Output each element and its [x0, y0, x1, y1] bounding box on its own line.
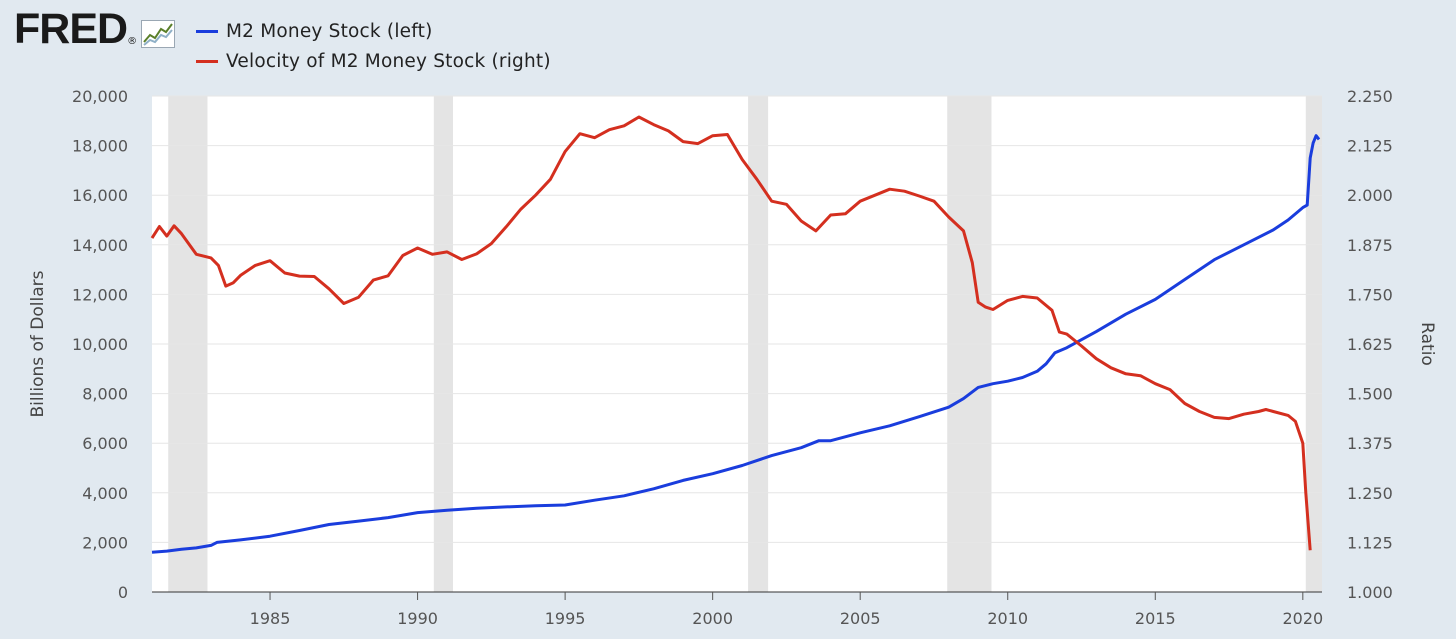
series-line-m2[interactable]	[151, 134, 1321, 554]
left-y-tick-label-1: 2,000	[82, 533, 128, 552]
left-y-axis: 0 2,000 4,000 6,000 8,000 10,000 12,000 14,000 1…	[72, 87, 128, 602]
legend-label-velocity: Velocity of M2 Money Stock (right)	[226, 50, 551, 72]
left-y-tick-label-2: 4,000	[82, 484, 128, 503]
right-y-axis: 1.000 1.125 1.250 1.375 1.500 1.625 1.750 1.875…	[1347, 87, 1393, 602]
left-y-tick-label-3: 6,000	[82, 434, 128, 453]
legend-item-m2[interactable]: M2 Money Stock (left)	[196, 16, 551, 46]
x-tick-label-3: 2000	[692, 609, 733, 628]
fred-logo-registered-mark: ®	[127, 36, 138, 47]
left-y-tick-label-6: 12,000	[72, 285, 128, 304]
x-axis: 1985 1990 1995 2000 2005 2010 2015 2020	[250, 592, 1323, 628]
left-y-tick-label-5: 10,000	[72, 335, 128, 354]
legend-swatch-velocity	[196, 59, 218, 63]
chart-trend-icon	[141, 20, 176, 48]
left-y-tick-label-7: 14,000	[72, 236, 128, 255]
series-line-velocity[interactable]	[150, 115, 1312, 551]
right-y-tick-label-3: 1.375	[1347, 434, 1393, 453]
legend-swatch-m2	[196, 29, 218, 33]
right-y-tick-label-8: 2.000	[1347, 186, 1393, 205]
right-axis-title: Ratio	[1417, 322, 1437, 366]
left-y-tick-label-8: 16,000	[72, 186, 128, 205]
x-tick-label-4: 2005	[840, 609, 881, 628]
left-y-tick-label-0: 0	[118, 583, 128, 602]
left-axis-title: Billions of Dollars	[28, 270, 48, 417]
legend-item-velocity[interactable]: Velocity of M2 Money Stock (right)	[196, 46, 551, 76]
left-y-tick-label-9: 18,000	[72, 137, 128, 156]
right-y-tick-label-7: 1.875	[1347, 236, 1393, 255]
left-y-tick-label-4: 8,000	[82, 385, 128, 404]
x-tick-label-7: 2020	[1282, 609, 1323, 628]
right-y-tick-label-4: 1.500	[1347, 385, 1393, 404]
right-y-tick-label-6: 1.750	[1347, 285, 1393, 304]
x-tick-label-6: 2015	[1135, 609, 1176, 628]
right-y-tick-label-2: 1.250	[1347, 484, 1393, 503]
right-y-tick-label-10: 2.250	[1347, 87, 1393, 106]
gridlines	[152, 95, 1322, 593]
fred-logo-text: FRED	[14, 5, 128, 53]
x-tick-label-1: 1990	[397, 609, 438, 628]
right-y-tick-label-5: 1.625	[1347, 335, 1393, 354]
x-tick-label-2: 1995	[545, 609, 586, 628]
x-tick-label-5: 2010	[987, 609, 1028, 628]
right-y-tick-label-0: 1.000	[1347, 583, 1393, 602]
right-y-tick-label-9: 2.125	[1347, 137, 1393, 156]
fred-logo[interactable]: FRED ®	[14, 5, 176, 53]
left-y-tick-label-10: 20,000	[72, 87, 128, 106]
series-layer	[150, 115, 1321, 554]
chart-legend: M2 Money Stock (left) Velocity of M2 Mon…	[196, 16, 551, 76]
x-tick-label-0: 1985	[250, 609, 291, 628]
legend-label-m2: M2 Money Stock (left)	[226, 20, 433, 42]
right-y-tick-label-1: 1.125	[1347, 533, 1393, 552]
